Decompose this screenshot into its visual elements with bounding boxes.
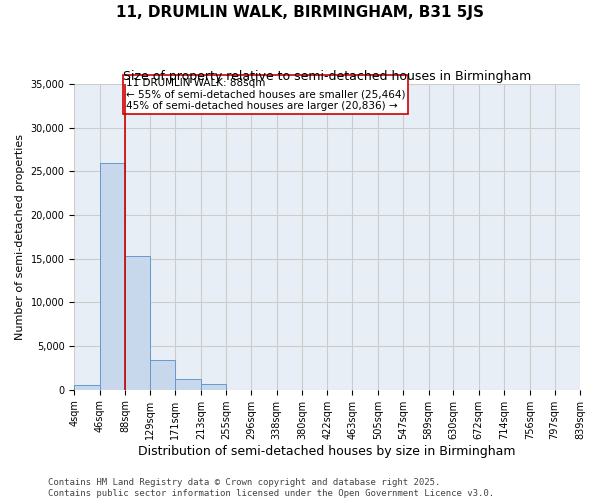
X-axis label: Distribution of semi-detached houses by size in Birmingham: Distribution of semi-detached houses by … <box>139 444 516 458</box>
Bar <box>100 162 125 390</box>
Bar <box>150 360 175 390</box>
Bar <box>201 384 226 390</box>
Bar <box>125 256 150 390</box>
Text: 11 DRUMLIN WALK: 88sqm
← 55% of semi-detached houses are smaller (25,464)
45% of: 11 DRUMLIN WALK: 88sqm ← 55% of semi-det… <box>126 78 405 112</box>
Text: 11, DRUMLIN WALK, BIRMINGHAM, B31 5JS: 11, DRUMLIN WALK, BIRMINGHAM, B31 5JS <box>116 5 484 20</box>
Text: Contains HM Land Registry data © Crown copyright and database right 2025.
Contai: Contains HM Land Registry data © Crown c… <box>48 478 494 498</box>
Bar <box>175 379 201 390</box>
Bar <box>74 386 100 390</box>
Title: Size of property relative to semi-detached houses in Birmingham: Size of property relative to semi-detach… <box>123 70 531 83</box>
Y-axis label: Number of semi-detached properties: Number of semi-detached properties <box>15 134 25 340</box>
